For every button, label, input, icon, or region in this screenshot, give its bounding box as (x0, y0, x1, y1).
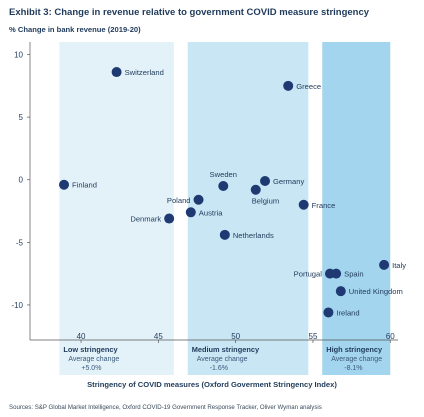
point-finland (59, 179, 70, 190)
y-tick-label: -10 (11, 301, 23, 310)
point-greece (283, 80, 294, 91)
point-label-portugal: Portugal (294, 270, 323, 279)
point-poland (193, 194, 204, 205)
data-points (59, 67, 390, 318)
band-0 (59, 42, 174, 375)
chart-title: Exhibit 3: Change in revenue relative to… (9, 7, 370, 18)
x-tick-label: 50 (231, 332, 240, 341)
point-italy (379, 259, 390, 270)
band-labels: Low stringency Average change +5.0% Medium … (63, 345, 383, 372)
point-label-italy: Italy (392, 261, 406, 270)
point-label-germany: Germany (273, 177, 304, 186)
y-tick-label: -5 (16, 238, 24, 247)
band-label: Medium stringency (192, 345, 260, 354)
y-axis-label: % Change in bank revenue (2019-20) (9, 25, 141, 34)
point-label-belgium: Belgium (252, 197, 279, 206)
point-label-sweden: Sweden (210, 170, 237, 179)
point-label-united-kingdom: United Kingdom (349, 287, 403, 296)
band-sub-label: Average change (331, 356, 382, 363)
point-label-austria: Austria (199, 208, 223, 217)
source-note: Sources: S&P Global Market Intelligence,… (9, 404, 322, 411)
point-netherlands (219, 229, 230, 240)
band-label: High stringency (326, 345, 383, 354)
band-sub-label: Average change (68, 356, 119, 363)
point-label-denmark: Denmark (130, 215, 161, 224)
point-ireland (323, 307, 334, 318)
y-tick-label: 0 (19, 176, 24, 185)
point-switzerland (111, 67, 122, 78)
point-germany (260, 175, 271, 186)
band-value: -1.6% (210, 365, 228, 372)
band-value: -8.1% (344, 365, 362, 372)
point-label-netherlands: Netherlands (233, 231, 274, 240)
x-tick-label: 45 (154, 332, 163, 341)
band-value: +5.0% (81, 365, 101, 372)
point-france (298, 199, 309, 210)
x-tick-label: 60 (386, 332, 395, 341)
point-label-switzerland: Switzerland (125, 68, 164, 77)
point-united-kingdom (335, 286, 346, 297)
point-label-poland: Poland (167, 196, 191, 205)
x-axis-label: Stringency of COVID measures (Oxford Gov… (87, 380, 337, 389)
band-sub-label: Average change (197, 356, 248, 363)
point-belgium (250, 184, 261, 195)
point-austria (185, 207, 196, 218)
point-label-greece: Greece (296, 82, 321, 91)
point-label-france: France (312, 201, 336, 210)
point-labels: Switzerland Greece Finland Sweden Germany Bel… (72, 68, 406, 317)
point-label-finland: Finland (72, 181, 97, 190)
point-sweden (218, 180, 229, 191)
point-spain (331, 268, 342, 279)
x-tick-label: 40 (77, 332, 86, 341)
point-denmark (164, 213, 175, 224)
point-label-spain: Spain (344, 270, 363, 279)
y-tick-label: 10 (14, 51, 23, 60)
stringency-bands (59, 42, 391, 375)
band-label: Low stringency (63, 345, 118, 354)
y-tick-label: 5 (19, 113, 24, 122)
band-2 (322, 42, 391, 375)
point-label-ireland: Ireland (336, 308, 359, 317)
band-1 (187, 42, 309, 375)
x-tick-label: 55 (309, 332, 318, 341)
